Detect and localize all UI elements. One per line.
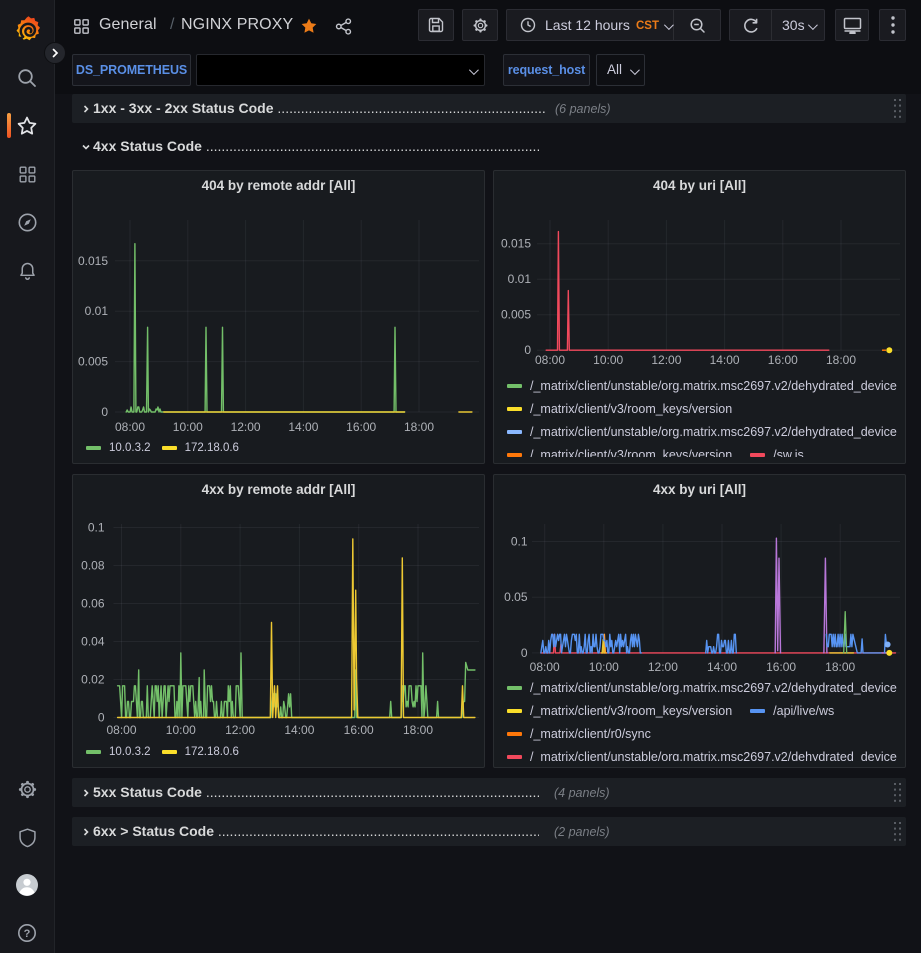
svg-text:?: ? xyxy=(24,928,31,940)
